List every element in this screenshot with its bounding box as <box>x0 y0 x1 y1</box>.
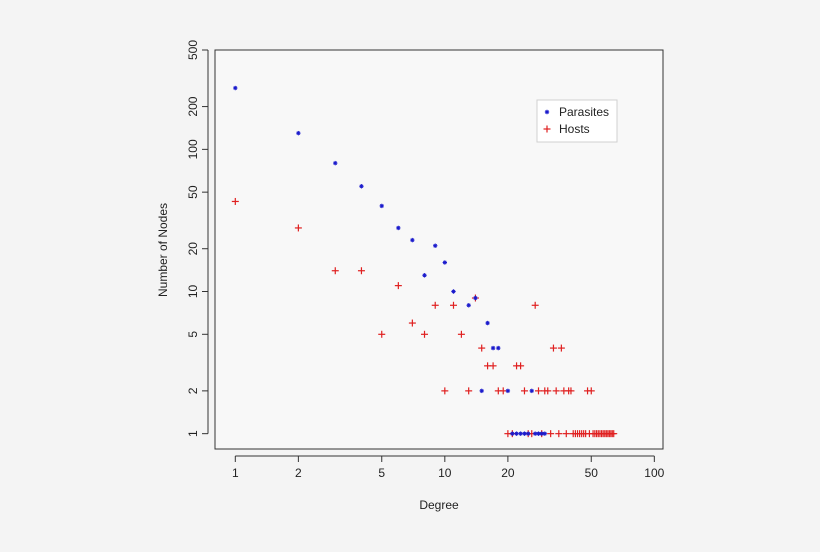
host-point <box>557 344 565 352</box>
host-point <box>587 387 595 395</box>
y-tick-label: 100 <box>186 139 200 159</box>
parasite-point <box>496 345 501 351</box>
host-point <box>331 267 339 275</box>
host-point <box>547 430 555 438</box>
x-tick-label: 5 <box>378 466 385 480</box>
parasite-point <box>359 184 364 189</box>
parasite-point <box>490 345 496 351</box>
parasite-point <box>522 431 527 436</box>
parasite-point <box>396 225 401 231</box>
x-tick-label: 100 <box>644 466 664 480</box>
host-point <box>520 387 528 395</box>
parasite-point <box>510 431 515 436</box>
parasite-point <box>479 388 484 394</box>
host-point <box>552 387 560 395</box>
host-point <box>531 301 539 309</box>
host-point <box>441 387 449 395</box>
host-point <box>535 387 543 395</box>
host-point <box>357 267 365 275</box>
x-tick-label: 50 <box>585 466 599 480</box>
host-point <box>555 430 563 438</box>
host-point <box>421 330 429 338</box>
legend-parasites-marker <box>544 109 550 115</box>
host-point <box>610 430 618 438</box>
parasite-point <box>422 273 427 278</box>
parasite-point <box>542 431 547 436</box>
legend-box <box>536 99 618 143</box>
x-axis: 1 2 5 10 20 50 100 <box>232 455 665 480</box>
legend-label: Parasites <box>559 105 609 119</box>
host-point <box>378 330 386 338</box>
host-point <box>567 387 575 395</box>
host-point <box>489 362 497 370</box>
y-tick-label: 50 <box>186 185 200 199</box>
parasite-point <box>529 388 534 394</box>
legend-hosts-marker <box>543 125 551 133</box>
parasite-point <box>485 320 490 326</box>
x-tick-label: 1 <box>232 466 239 480</box>
parasite-point <box>473 295 478 301</box>
host-point <box>544 387 552 395</box>
host-point <box>457 330 465 338</box>
parasite-point <box>518 431 523 436</box>
y-tick-label: 10 <box>186 285 200 299</box>
host-point <box>449 301 457 309</box>
host-point <box>562 430 570 438</box>
host-point <box>517 362 525 370</box>
parasite-point <box>433 243 438 248</box>
parasite-point <box>525 431 531 436</box>
host-point <box>465 387 473 395</box>
parasite-point <box>410 237 415 243</box>
y-tick-label: 500 <box>186 40 200 60</box>
host-point <box>408 319 416 327</box>
x-tick-label: 10 <box>438 466 452 480</box>
y-axis: 1 2 5 10 20 50 100 200 500 <box>186 40 209 437</box>
parasite-point <box>451 289 456 294</box>
x-tick-label: 2 <box>295 466 302 480</box>
parasite-point <box>505 388 511 394</box>
x-tick-label: 20 <box>501 466 515 480</box>
parasite-point <box>514 431 519 436</box>
data-points <box>231 85 618 438</box>
legend: Parasites Hosts <box>536 99 618 143</box>
parasite-point <box>379 203 384 209</box>
y-tick-label: 20 <box>186 242 200 256</box>
parasite-point <box>333 160 338 166</box>
parasite-point <box>442 260 448 265</box>
y-axis-title: Number of Nodes <box>156 203 170 297</box>
parasite-point <box>296 130 301 136</box>
host-point <box>549 344 557 352</box>
parasite-point <box>532 431 538 436</box>
parasite-point <box>466 303 471 308</box>
host-point <box>231 197 239 205</box>
legend-label: Hosts <box>559 122 590 136</box>
parasite-point <box>233 85 238 91</box>
y-tick-label: 5 <box>186 331 200 338</box>
host-point <box>294 224 302 232</box>
host-point <box>394 282 402 290</box>
y-tick-label: 2 <box>186 387 200 394</box>
host-point <box>499 387 507 395</box>
host-point <box>478 344 486 352</box>
host-point <box>431 301 439 309</box>
y-tick-label: 1 <box>186 430 200 437</box>
x-axis-title: Degree <box>419 498 459 512</box>
y-tick-label: 200 <box>186 96 200 116</box>
